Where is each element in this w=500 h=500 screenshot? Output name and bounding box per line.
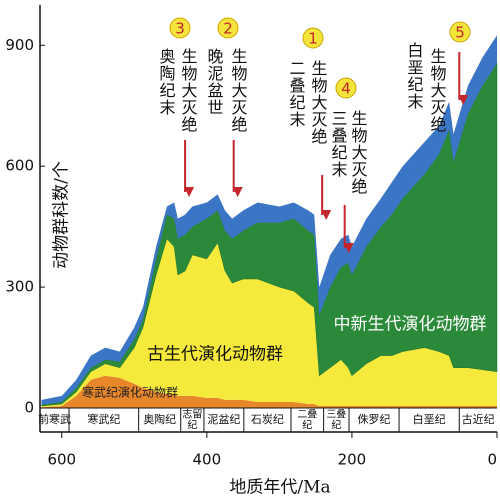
x-tick-label: 600 xyxy=(47,451,76,469)
series-label: 寒武纪演化动物群 xyxy=(82,385,178,400)
event-number: 1 xyxy=(308,30,318,48)
event-number: 2 xyxy=(223,20,233,38)
event-number: 4 xyxy=(341,80,351,98)
event-text: 生物大灭绝 xyxy=(179,48,198,133)
event-badge xyxy=(449,21,471,43)
event-text: 三叠纪末 xyxy=(329,110,348,178)
series-label: 中新生代演化动物群 xyxy=(334,315,487,335)
event-text: 奥陶纪末 xyxy=(157,48,176,116)
event-text: 晚泥盆世 xyxy=(205,48,224,116)
period-label: 前寒武 xyxy=(38,412,71,426)
period-label: 白垩纪 xyxy=(413,412,446,426)
area xyxy=(41,375,497,408)
period-label: 泥盆纪 xyxy=(207,412,240,426)
period-label: 二叠 xyxy=(297,409,317,421)
period-label: 三叠 xyxy=(326,409,346,421)
event-text: 生物大灭绝 xyxy=(349,110,368,195)
event-badge xyxy=(217,17,239,39)
y-tick-label: 600 xyxy=(5,157,34,175)
event-number: 3 xyxy=(175,20,185,38)
period-label: 纪 xyxy=(302,420,312,432)
event-text: 生物大灭绝 xyxy=(428,48,447,133)
period-label: 奥陶纪 xyxy=(143,412,176,426)
x-tick-label: 0 xyxy=(487,451,497,469)
series-label: 古生代演化动物群 xyxy=(147,345,283,365)
period-label: 纪 xyxy=(187,420,197,432)
period-label: 志留 xyxy=(182,408,202,421)
event-badge xyxy=(335,77,357,99)
period-label: 石炭纪 xyxy=(251,413,284,426)
event-text: 生物大灭绝 xyxy=(229,48,248,133)
y-tick-label: 0 xyxy=(24,399,34,417)
event-badge xyxy=(169,17,191,39)
period-label: 纪 xyxy=(331,420,341,432)
event-text: 白垩纪末 xyxy=(405,42,424,110)
y-axis-title: 动物群科数/个 xyxy=(52,161,72,269)
event-number: 5 xyxy=(455,24,465,42)
y-tick-label: 900 xyxy=(5,36,34,54)
x-axis-title: 地质年代/Ma xyxy=(229,478,330,498)
event-badge xyxy=(302,27,324,49)
y-tick-label: 300 xyxy=(5,278,34,296)
period-label: 古近纪 xyxy=(462,413,495,426)
x-tick-label: 200 xyxy=(338,451,367,469)
event-text: 生物大灭绝 xyxy=(309,60,328,145)
area xyxy=(41,35,497,405)
event-text: 二叠纪末 xyxy=(287,60,306,128)
period-label: 侏罗纪 xyxy=(358,413,391,426)
period-label: 寒武纪 xyxy=(87,412,120,426)
area xyxy=(41,238,497,408)
x-tick-label: 400 xyxy=(193,451,222,469)
